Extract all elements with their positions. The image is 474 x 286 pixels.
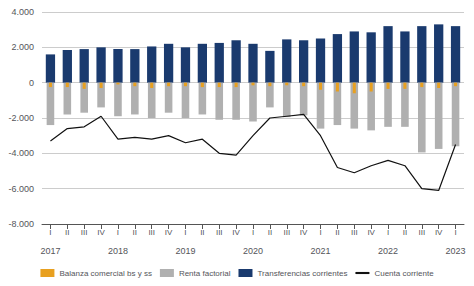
svg-text:I: I xyxy=(319,228,321,237)
svg-text:I: I xyxy=(252,228,254,237)
svg-text:III: III xyxy=(148,228,155,237)
svg-text:2023: 2023 xyxy=(446,246,466,256)
svg-text:-2.000: -2.000 xyxy=(8,113,34,123)
svg-text:IV: IV xyxy=(165,228,173,237)
svg-text:2022: 2022 xyxy=(378,246,398,256)
svg-text:Cuenta corriente: Cuenta corriente xyxy=(374,269,434,278)
svg-text:III: III xyxy=(81,228,88,237)
svg-text:IV: IV xyxy=(232,228,240,237)
svg-text:I: I xyxy=(454,228,456,237)
svg-text:I: I xyxy=(387,228,389,237)
svg-text:II: II xyxy=(65,228,69,237)
svg-text:Transferencias corrientes: Transferencias corrientes xyxy=(257,269,347,278)
svg-text:Balanza comercial bs y ss: Balanza comercial bs y ss xyxy=(59,269,151,278)
svg-text:2017: 2017 xyxy=(40,246,60,256)
svg-text:III: III xyxy=(283,228,290,237)
svg-text:2.000: 2.000 xyxy=(11,42,34,52)
svg-text:I: I xyxy=(49,228,51,237)
svg-text:2019: 2019 xyxy=(175,246,195,256)
svg-text:II: II xyxy=(268,228,272,237)
svg-text:I: I xyxy=(117,228,119,237)
svg-text:2021: 2021 xyxy=(311,246,331,256)
svg-text:II: II xyxy=(200,228,204,237)
svg-text:II: II xyxy=(403,228,407,237)
svg-text:IV: IV xyxy=(435,228,443,237)
svg-text:IV: IV xyxy=(300,228,308,237)
svg-text:Renta factorial: Renta factorial xyxy=(179,269,231,278)
svg-text:III: III xyxy=(216,228,223,237)
svg-text:-4.000: -4.000 xyxy=(8,148,34,158)
svg-text:III: III xyxy=(351,228,358,237)
svg-text:4.000: 4.000 xyxy=(11,7,34,17)
svg-text:III: III xyxy=(418,228,425,237)
svg-text:2020: 2020 xyxy=(243,246,263,256)
svg-text:2018: 2018 xyxy=(108,246,128,256)
svg-text:II: II xyxy=(335,228,339,237)
svg-text:I: I xyxy=(184,228,186,237)
svg-text:IV: IV xyxy=(367,228,375,237)
svg-text:-8.000: -8.000 xyxy=(8,219,34,229)
svg-text:-6.000: -6.000 xyxy=(8,184,34,194)
svg-text:II: II xyxy=(133,228,137,237)
svg-text:IV: IV xyxy=(97,228,105,237)
svg-text:0: 0 xyxy=(29,78,34,88)
